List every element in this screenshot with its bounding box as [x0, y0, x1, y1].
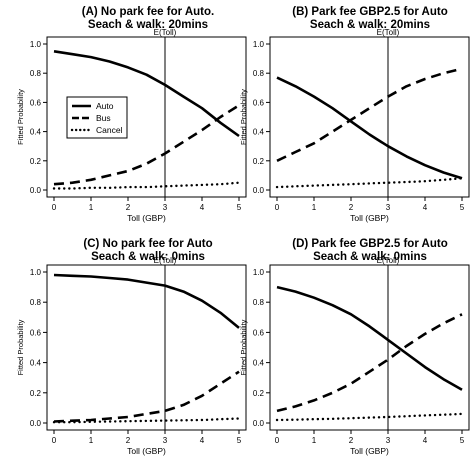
- x-tick-label: 5: [460, 203, 465, 212]
- series-line-auto: [276, 285, 463, 391]
- series-line-bus: [53, 104, 240, 186]
- x-tick-label: 5: [460, 436, 465, 445]
- x-tick-label: 5: [237, 436, 242, 445]
- expected-toll-label: E(Toll): [154, 28, 177, 37]
- x-tick-label: 1: [312, 436, 317, 445]
- series-line-auto: [53, 273, 240, 329]
- y-tick-label: 1.0: [253, 40, 265, 49]
- y-tick-label: 0.6: [253, 98, 265, 107]
- x-tick-label: 0: [275, 203, 280, 212]
- y-tick-label: 0.4: [30, 359, 42, 368]
- x-tick-label: 4: [200, 203, 205, 212]
- y-tick-label: 0.8: [30, 298, 42, 307]
- x-axis-label: Toll (GBP): [127, 213, 166, 223]
- y-tick-label: 1.0: [30, 40, 42, 49]
- y-tick-label: 0.0: [253, 419, 265, 428]
- x-tick-label: 0: [52, 203, 57, 212]
- x-tick-label: 1: [312, 203, 317, 212]
- series-line-bus: [53, 370, 240, 423]
- y-axis-label: Fitted Probability: [239, 319, 248, 375]
- x-tick-label: 4: [423, 203, 428, 212]
- x-tick-label: 2: [349, 203, 354, 212]
- panel-title-line1: (D) Park fee GBP2.5 for Auto: [292, 238, 448, 250]
- y-tick-label: 0.8: [30, 69, 42, 78]
- expected-toll-label: E(Toll): [377, 256, 400, 265]
- legend-label-bus: Bus: [96, 113, 111, 123]
- y-axis-label: Fitted Probability: [239, 89, 248, 145]
- series-line-cancel: [52, 417, 241, 424]
- x-tick-label: 1: [89, 436, 94, 445]
- x-tick-label: 4: [423, 436, 428, 445]
- y-tick-label: 1.0: [253, 268, 265, 277]
- series-line-auto: [53, 50, 240, 138]
- panel-title-line1: (C) No park fee for Auto: [83, 238, 212, 250]
- x-tick-label: 0: [275, 436, 280, 445]
- x-tick-label: 1: [89, 203, 94, 212]
- y-tick-label: 0.2: [30, 389, 42, 398]
- legend: Auto Bus Cancel: [66, 96, 128, 139]
- y-tick-label: 0.0: [30, 419, 42, 428]
- y-tick-label: 0.0: [253, 186, 265, 195]
- legend-label-cancel: Cancel: [96, 125, 123, 135]
- y-tick-label: 0.8: [253, 298, 265, 307]
- plot-frame: [46, 264, 247, 431]
- y-tick-label: 0.4: [253, 359, 265, 368]
- x-tick-label: 0: [52, 436, 57, 445]
- x-tick-label: 2: [126, 203, 131, 212]
- plot-frame: [269, 264, 470, 431]
- x-tick-label: 3: [386, 203, 391, 212]
- expected-toll-label: E(Toll): [377, 28, 400, 37]
- y-tick-label: 0.6: [30, 98, 42, 107]
- x-tick-label: 3: [386, 436, 391, 445]
- y-axis-label: Fitted Probability: [16, 89, 25, 145]
- panel-a: (A) No park fee for Auto.Seach & walk: 2…: [16, 6, 247, 223]
- series-line-cancel: [52, 181, 241, 190]
- x-axis-label: Toll (GBP): [350, 213, 389, 223]
- x-tick-label: 5: [237, 203, 242, 212]
- plot-frame: [269, 36, 470, 198]
- panel-title-line2: Seach & walk: 20mins: [310, 19, 430, 31]
- x-tick-label: 2: [349, 436, 354, 445]
- y-tick-label: 0.6: [30, 328, 42, 337]
- x-tick-label: 4: [200, 436, 205, 445]
- series-line-cancel: [275, 412, 464, 422]
- y-axis-label: Fitted Probability: [16, 319, 25, 375]
- y-tick-label: 1.0: [30, 268, 42, 277]
- series-line-bus: [276, 67, 463, 162]
- panel-title-line2: Seach & walk: 20mins: [88, 19, 208, 31]
- y-tick-label: 0.8: [253, 69, 265, 78]
- series-line-cancel: [275, 177, 464, 189]
- panel-title-line2: Seach & walk: 0mins: [91, 251, 205, 263]
- plot-frame: [46, 36, 247, 198]
- y-tick-label: 0.6: [253, 328, 265, 337]
- y-tick-label: 0.4: [30, 128, 42, 137]
- y-tick-label: 0.0: [30, 186, 42, 195]
- x-tick-label: 2: [126, 436, 131, 445]
- legend-label-auto: Auto: [96, 101, 114, 111]
- x-tick-label: 3: [163, 436, 168, 445]
- x-axis-label: Toll (GBP): [350, 446, 389, 456]
- y-tick-label: 0.2: [30, 157, 42, 166]
- series-line-bus: [276, 313, 463, 413]
- panel-title-line2: Seach & walk: 0mins: [313, 251, 427, 263]
- y-tick-label: 0.2: [253, 389, 265, 398]
- y-tick-label: 0.4: [253, 128, 265, 137]
- panel-title-line1: (B) Park fee GBP2.5 for Auto: [292, 6, 448, 18]
- expected-toll-label: E(Toll): [154, 256, 177, 265]
- panel-title-line1: (A) No park fee for Auto.: [82, 6, 214, 18]
- x-tick-label: 3: [163, 203, 168, 212]
- series-line-auto: [276, 76, 463, 180]
- x-axis-label: Toll (GBP): [127, 446, 166, 456]
- y-tick-label: 0.2: [253, 157, 265, 166]
